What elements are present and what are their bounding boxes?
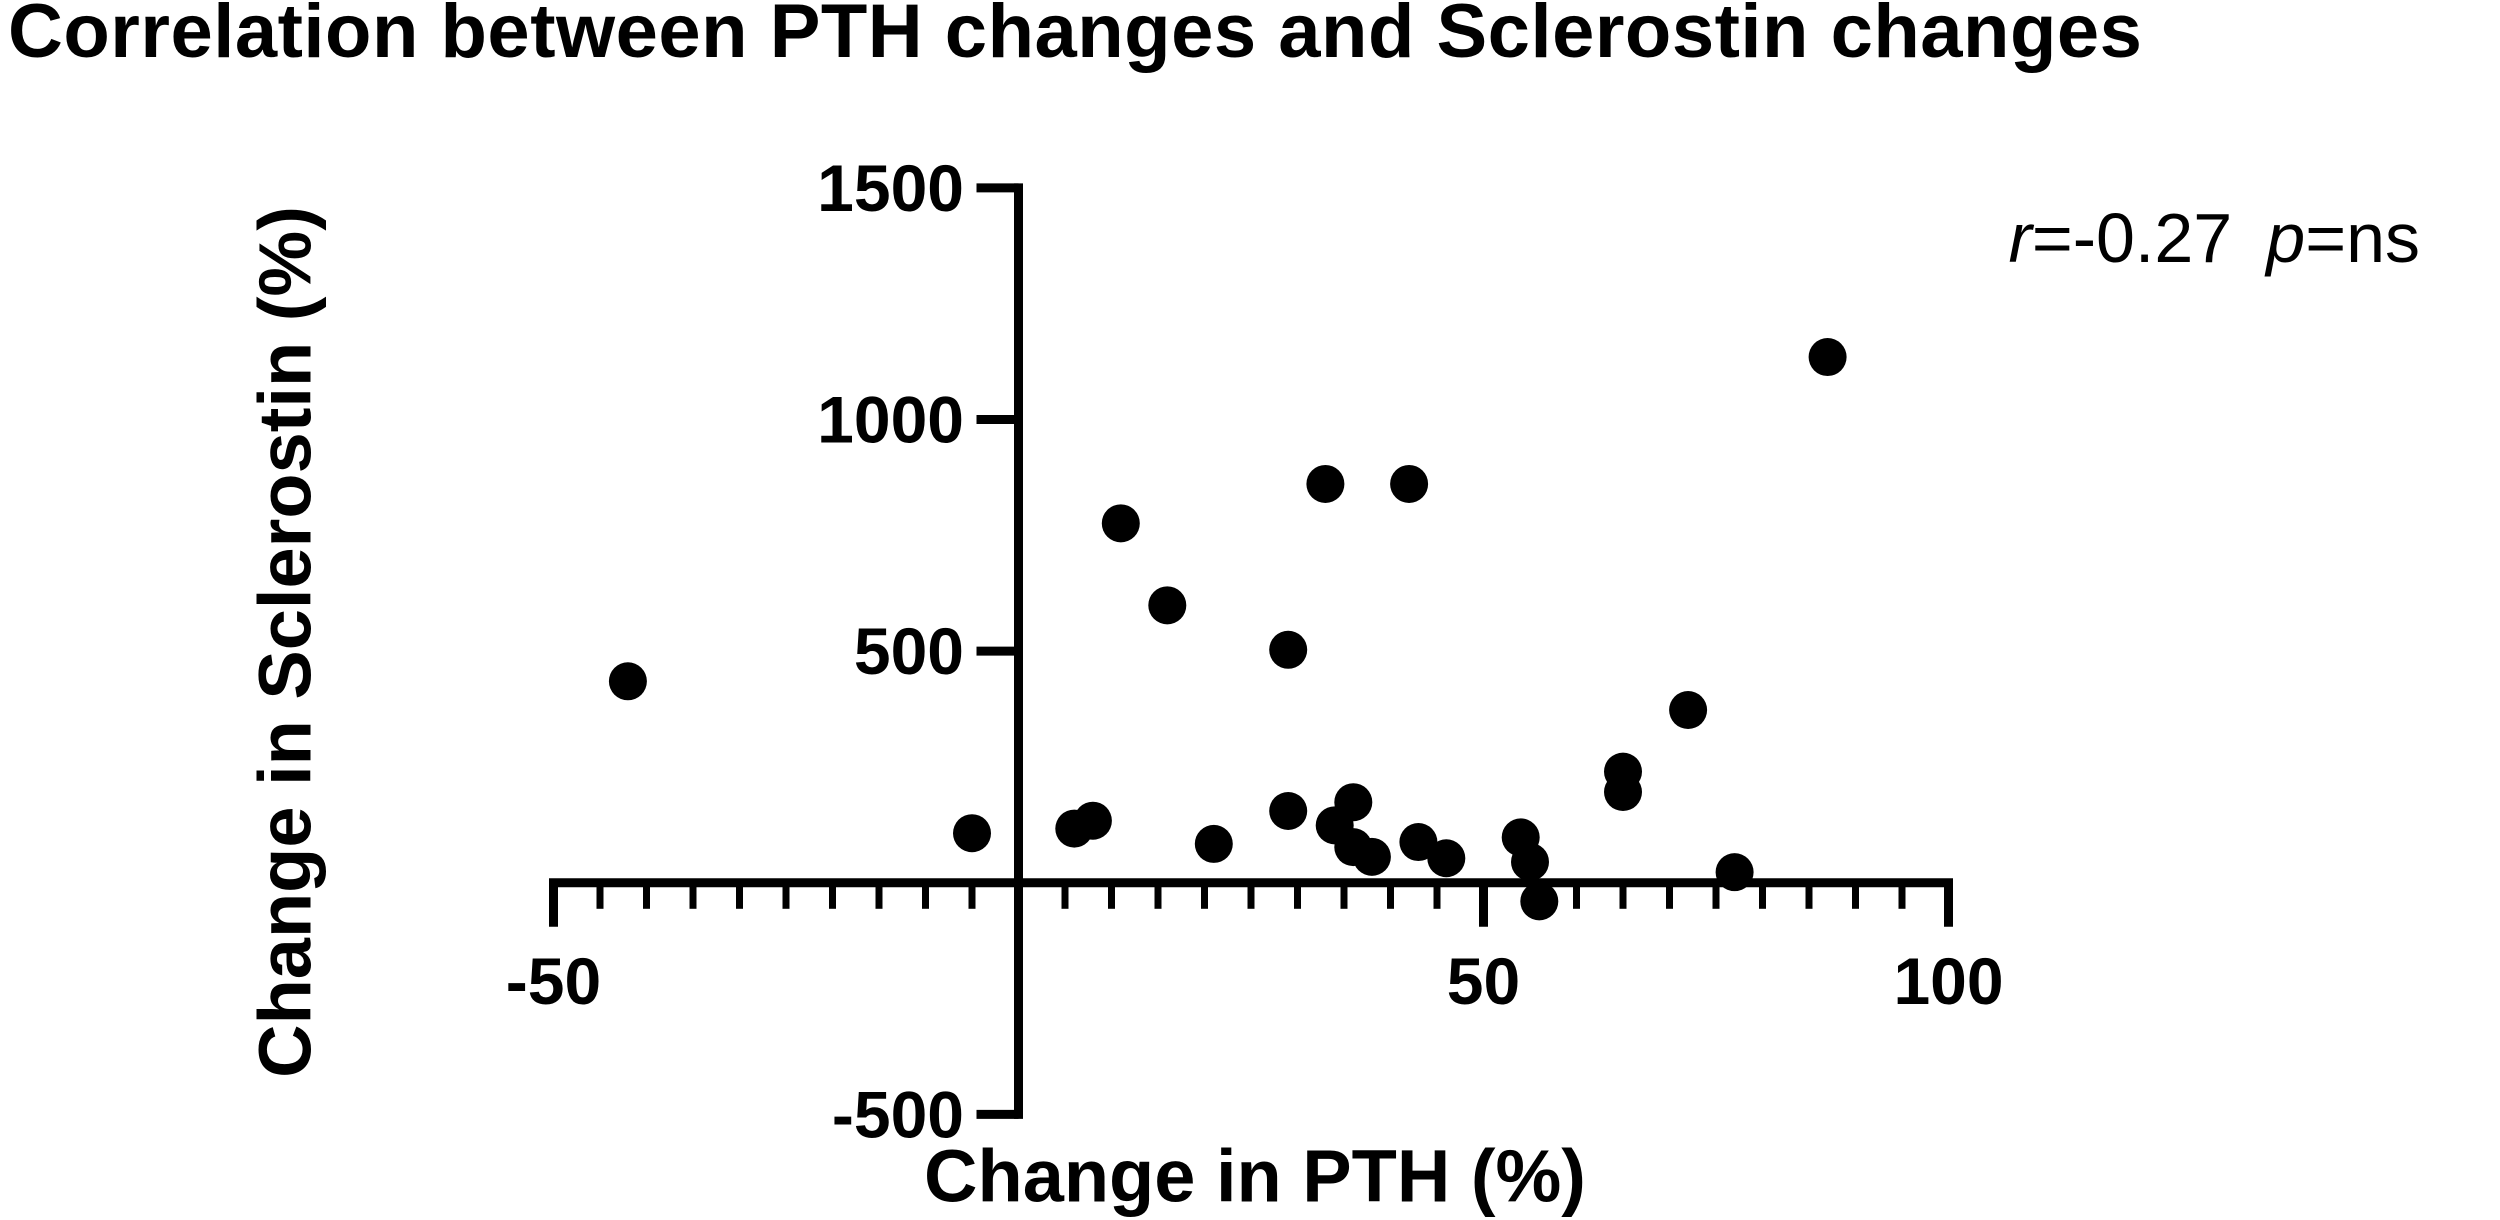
data-point bbox=[1808, 338, 1847, 377]
data-point bbox=[1390, 464, 1429, 503]
data-point bbox=[1194, 824, 1233, 863]
data-point bbox=[1269, 791, 1308, 830]
x-axis-label: Change in PTH (%) bbox=[924, 1134, 1586, 1218]
y-tick-label: 500 bbox=[854, 614, 964, 688]
data-point bbox=[1520, 882, 1559, 921]
x-tick-label: 50 bbox=[1447, 944, 1520, 1018]
data-point bbox=[1669, 691, 1708, 730]
data-point bbox=[953, 814, 991, 853]
data-point bbox=[1148, 586, 1187, 625]
r-symbol: r bbox=[2008, 199, 2032, 277]
y-tick-label: 1500 bbox=[817, 151, 964, 225]
r-value: =-0.27 bbox=[2031, 199, 2233, 277]
data-point bbox=[1269, 630, 1308, 669]
data-point bbox=[1073, 801, 1112, 840]
data-point bbox=[1306, 464, 1345, 503]
p-value: =ns bbox=[2305, 199, 2420, 277]
data-point bbox=[1427, 839, 1466, 878]
data-point bbox=[1352, 837, 1391, 876]
data-point bbox=[1334, 783, 1373, 822]
data-point bbox=[1511, 842, 1549, 881]
data-point bbox=[1604, 773, 1642, 812]
y-tick-label: 1000 bbox=[817, 383, 964, 457]
correlation-annotation: r=-0.27 p=ns bbox=[2009, 198, 2421, 278]
x-tick-label: 100 bbox=[1893, 944, 2003, 1018]
y-tick-label: -500 bbox=[832, 1077, 964, 1151]
data-point bbox=[1715, 853, 1754, 892]
chart-title: Correlation between PTH changes and Scle… bbox=[8, 0, 2143, 74]
data-point bbox=[608, 662, 647, 701]
data-point bbox=[1101, 504, 1140, 543]
p-symbol: p bbox=[2266, 199, 2306, 277]
data-point bbox=[1399, 823, 1438, 862]
x-tick-label: -50 bbox=[506, 944, 601, 1018]
